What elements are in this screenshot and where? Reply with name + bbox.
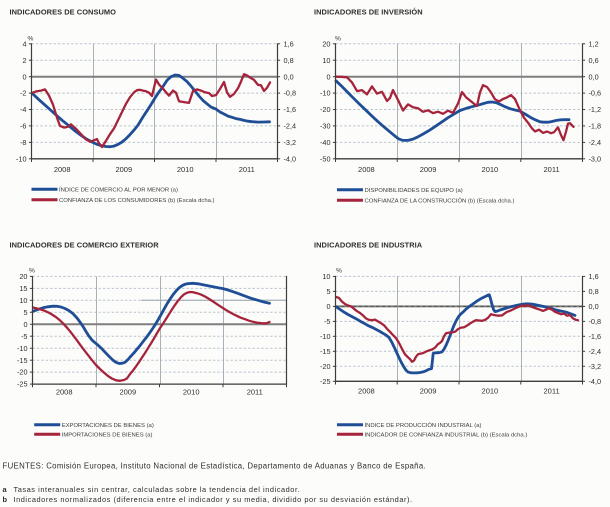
svg-text:-30: -30 [320, 122, 331, 131]
svg-text:-0,6: -0,6 [589, 89, 602, 98]
svg-text:EXPORTACIONES DE BIENES (a): EXPORTACIONES DE BIENES (a) [62, 423, 154, 429]
svg-text:INDICADOR DE CONFIANZA INDUSTR: INDICADOR DE CONFIANZA INDUSTRIAL (b) (E… [365, 433, 528, 439]
svg-text:1,6: 1,6 [589, 272, 599, 281]
svg-text:-25: -25 [17, 380, 28, 389]
svg-text:0: 0 [326, 72, 330, 81]
svg-text:-3,2: -3,2 [284, 138, 297, 147]
svg-text:-2,4: -2,4 [589, 347, 602, 356]
svg-text:-3,2: -3,2 [589, 362, 602, 371]
svg-text:2011: 2011 [544, 386, 560, 395]
svg-text:2011: 2011 [239, 165, 255, 174]
svg-text:-2,4: -2,4 [589, 138, 602, 147]
svg-text:-3,0: -3,0 [589, 154, 602, 163]
svg-text:-8: -8 [20, 138, 27, 147]
svg-text:15: 15 [19, 284, 27, 293]
svg-text:INDICADORES DE COMERCIO EXTERI: INDICADORES DE COMERCIO EXTERIOR [10, 241, 160, 250]
svg-text:-10: -10 [320, 332, 331, 341]
svg-text:2009: 2009 [420, 386, 437, 395]
svg-text:-20: -20 [320, 362, 331, 371]
svg-text:CONFIANZA DE LA CONSTRUCCIÓN (: CONFIANZA DE LA CONSTRUCCIÓN (b) (Escala… [365, 197, 515, 204]
svg-text:-1,6: -1,6 [589, 332, 602, 341]
svg-text:-0,8: -0,8 [284, 89, 297, 98]
svg-text:1,6: 1,6 [284, 39, 294, 48]
svg-text:2008: 2008 [54, 165, 71, 174]
svg-text:0,8: 0,8 [589, 287, 599, 296]
svg-text:-50: -50 [320, 154, 331, 163]
svg-text:0,6: 0,6 [589, 56, 599, 65]
svg-text:ÍNDICE DE PRODUCCIÓN INDUSTRIA: ÍNDICE DE PRODUCCIÓN INDUSTRIAL (a) [365, 422, 482, 429]
svg-text:5: 5 [326, 287, 330, 296]
svg-text:-1,6: -1,6 [284, 105, 297, 114]
svg-text:-20: -20 [17, 368, 28, 377]
svg-text:2010: 2010 [183, 387, 200, 396]
svg-text:20: 20 [19, 272, 27, 281]
svg-text:10: 10 [322, 272, 330, 281]
svg-text:-5: -5 [21, 332, 28, 341]
svg-text:20: 20 [322, 39, 330, 48]
svg-text:0: 0 [23, 320, 27, 329]
svg-text:-10: -10 [17, 344, 28, 353]
svg-text:0,0: 0,0 [284, 72, 294, 81]
svg-text:2: 2 [22, 56, 26, 65]
svg-text:2009: 2009 [119, 387, 136, 396]
svg-text:IMPORTACIONES DE BIENES (a): IMPORTACIONES DE BIENES (a) [62, 433, 153, 439]
svg-text:-1,8: -1,8 [589, 122, 602, 131]
svg-text:ÍNDICE DE COMERCIO AL POR MENO: ÍNDICE DE COMERCIO AL POR MENOR (a) [59, 187, 178, 194]
svg-text:%: % [335, 36, 341, 43]
svg-text:-2: -2 [20, 89, 27, 98]
svg-text:%: % [336, 268, 342, 275]
svg-text:INDICADORES DE CONSUMO: INDICADORES DE CONSUMO [10, 8, 117, 17]
svg-text:-4: -4 [20, 105, 27, 114]
svg-text:2009: 2009 [115, 165, 132, 174]
svg-text:0,0: 0,0 [589, 72, 599, 81]
svg-text:-4,0: -4,0 [284, 154, 297, 163]
svg-text:DISPONIBILIDADES DE EQUIPO (a): DISPONIBILIDADES DE EQUIPO (a) [365, 188, 463, 194]
svg-text:4: 4 [22, 39, 26, 48]
svg-text:CONFIANZA DE LOS CONSUMIDORES: CONFIANZA DE LOS CONSUMIDORES (b) (Escal… [59, 198, 215, 204]
svg-text:-10: -10 [16, 154, 27, 163]
svg-text:%: % [29, 268, 35, 275]
svg-text:0,0: 0,0 [589, 302, 599, 311]
svg-text:1,2: 1,2 [589, 39, 599, 48]
svg-text:-15: -15 [17, 356, 28, 365]
svg-text:10: 10 [19, 296, 27, 305]
svg-text:-4,0: -4,0 [589, 377, 602, 386]
svg-text:-15: -15 [320, 347, 331, 356]
svg-text:2010: 2010 [482, 165, 499, 174]
svg-text:INDICADORES DE INDUSTRIA: INDICADORES DE INDUSTRIA [314, 241, 423, 250]
svg-text:-5: -5 [324, 317, 331, 326]
svg-text:5: 5 [23, 308, 27, 317]
svg-text:2008: 2008 [358, 165, 375, 174]
svg-text:-20: -20 [320, 105, 331, 114]
svg-text:FUENTES: Comisión Europea, Ins: FUENTES: Comisión Europea, Instituto Nac… [3, 461, 427, 470]
svg-text:2011: 2011 [247, 387, 263, 396]
svg-text:0,8: 0,8 [284, 56, 294, 65]
svg-text:-1,2: -1,2 [589, 105, 602, 114]
svg-text:0: 0 [326, 302, 330, 311]
svg-text:2010: 2010 [482, 386, 499, 395]
svg-text:2008: 2008 [56, 387, 73, 396]
svg-text:2009: 2009 [420, 165, 437, 174]
svg-text:2011: 2011 [544, 165, 560, 174]
svg-text:%: % [28, 36, 34, 43]
svg-text:0: 0 [22, 72, 26, 81]
svg-text:-40: -40 [320, 138, 331, 147]
svg-text:-0,8: -0,8 [589, 317, 602, 326]
svg-text:2010: 2010 [177, 165, 194, 174]
svg-text:-25: -25 [320, 377, 331, 386]
svg-text:INDICADORES DE INVERSIÓN: INDICADORES DE INVERSIÓN [314, 8, 423, 17]
svg-text:2008: 2008 [358, 386, 375, 395]
svg-text:-10: -10 [320, 89, 331, 98]
svg-text:-2,4: -2,4 [284, 122, 297, 131]
svg-text:-6: -6 [20, 122, 27, 131]
svg-text:10: 10 [322, 56, 330, 65]
